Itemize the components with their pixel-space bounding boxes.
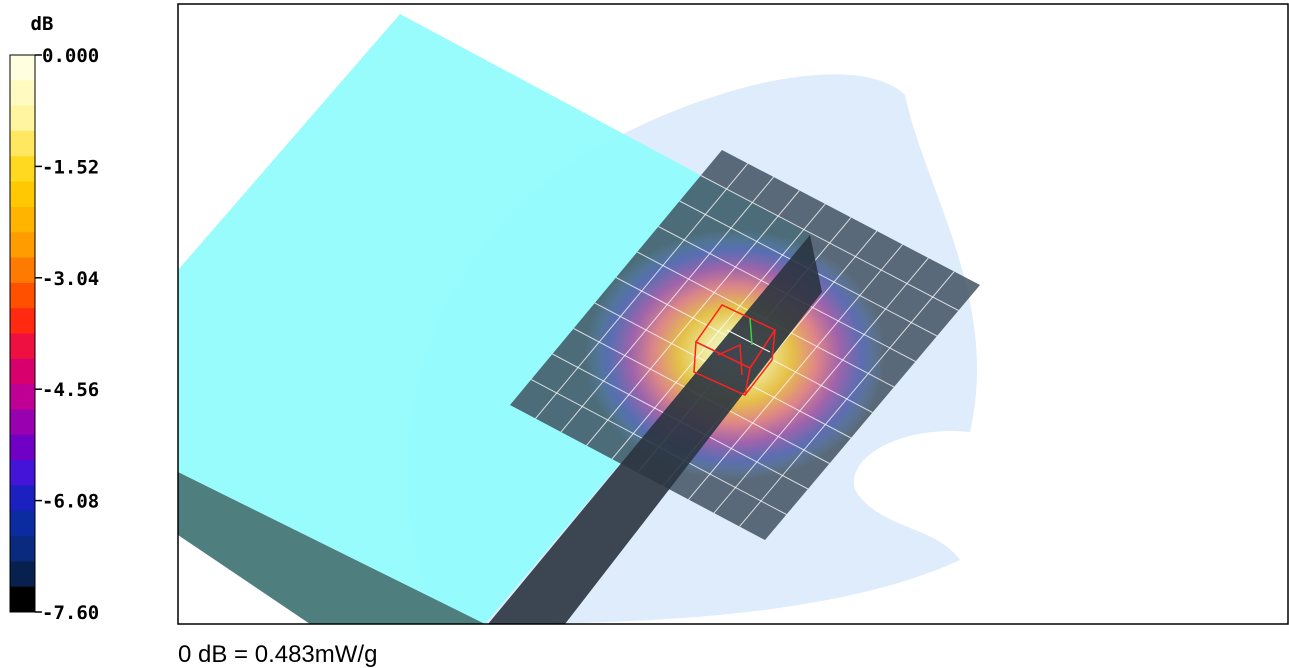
color-swatch (10, 308, 35, 334)
color-swatch (10, 182, 35, 208)
color-swatch (10, 156, 35, 182)
colorbar-tick-label: -6.08 (42, 491, 99, 513)
color-swatch (10, 587, 35, 613)
color-swatch (10, 536, 35, 562)
color-swatch (10, 561, 35, 587)
color-swatch (10, 435, 35, 461)
color-swatch (10, 511, 35, 537)
colorbar-unit: dB (31, 13, 54, 35)
color-swatch (10, 258, 35, 284)
color-swatch (10, 80, 35, 106)
color-swatch (10, 106, 35, 132)
color-swatch (10, 485, 35, 511)
visualization: dB 0.000 -1.52 -3.04 -4.56 -6.08 -7.60 0 dB =… (0, 0, 1289, 668)
footer-note: 0 dB = 0.483mW/g (178, 641, 377, 668)
color-swatch (10, 283, 35, 309)
colorbar: 0.000 -1.52 -3.04 -4.56 -6.08 -7.60 (10, 45, 99, 624)
colorbar-tick-label: -3.04 (42, 268, 99, 290)
color-swatch (10, 207, 35, 233)
colorbar-tick-label: -1.52 (42, 156, 99, 178)
color-swatch (10, 359, 35, 385)
color-swatch (10, 131, 35, 157)
color-swatch (10, 334, 35, 360)
color-swatch (10, 232, 35, 258)
color-swatch (10, 55, 35, 81)
color-swatch (10, 384, 35, 410)
colorbar-tick-label: 0.000 (42, 45, 99, 67)
color-swatch (10, 409, 35, 435)
screen: dB 0.000 -1.52 -3.04 -4.56 -6.08 -7.60 0 dB =… (0, 0, 1289, 668)
scene-content (178, 14, 980, 624)
color-swatch (10, 460, 35, 486)
colorbar-tick-label: -4.56 (42, 379, 99, 401)
colorbar-tick-label: -7.60 (42, 602, 99, 624)
